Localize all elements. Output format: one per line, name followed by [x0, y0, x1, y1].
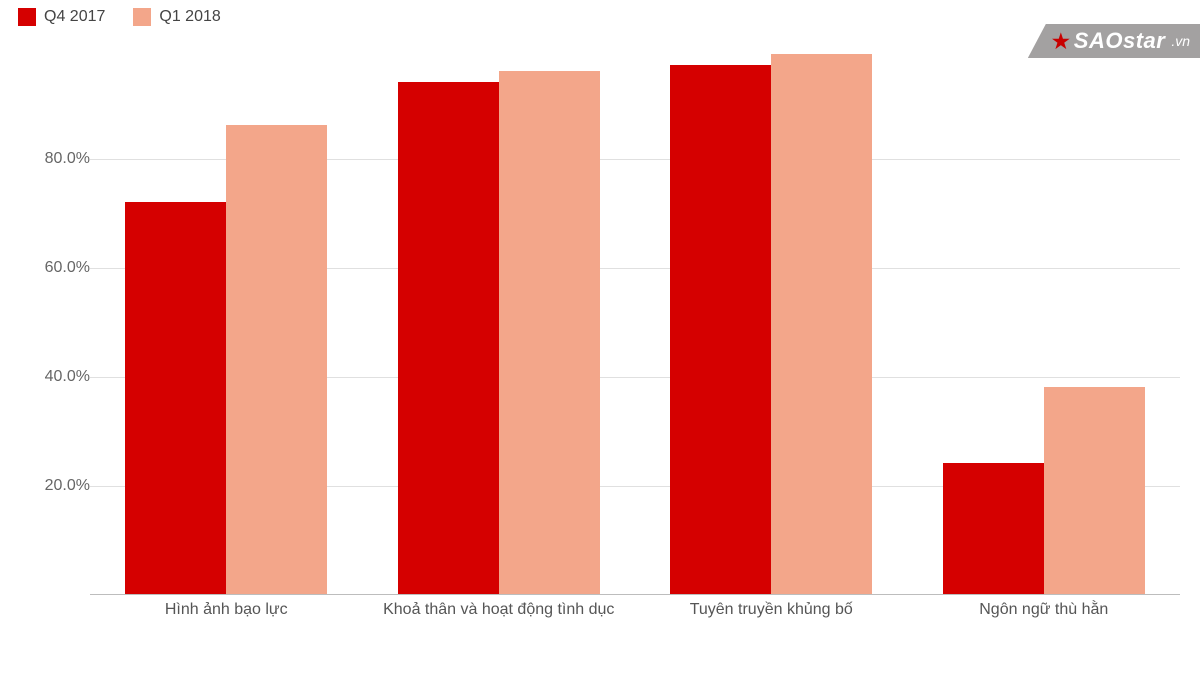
plot-area — [90, 50, 1180, 595]
legend: Q4 2017 Q1 2018 — [18, 8, 221, 26]
legend-label-0: Q4 2017 — [44, 8, 105, 26]
legend-swatch-1 — [133, 8, 151, 26]
x-axis-labels: Hình ảnh bạo lựcKhoả thân và hoạt động t… — [90, 600, 1180, 621]
bar — [943, 463, 1044, 594]
legend-item-1: Q1 2018 — [133, 8, 220, 26]
legend-item-0: Q4 2017 — [18, 8, 105, 26]
bar — [670, 65, 771, 594]
chart-container: Q4 2017 Q1 2018 ★ SAOstar .vn 20.0%40.0%… — [0, 0, 1200, 673]
bar — [398, 82, 499, 594]
watermark-suffix: .vn — [1171, 33, 1190, 49]
y-tick-label: 20.0% — [10, 477, 90, 495]
legend-label-1: Q1 2018 — [159, 8, 220, 26]
bar — [226, 125, 327, 594]
bar — [125, 202, 226, 594]
y-tick-label: 60.0% — [10, 259, 90, 277]
x-tick-label: Khoả thân và hoạt động tình dục — [363, 600, 636, 621]
x-tick-label: Tuyên truyền khủng bố — [635, 600, 908, 621]
y-tick-label: 80.0% — [10, 150, 90, 168]
legend-swatch-0 — [18, 8, 36, 26]
bar — [1044, 387, 1145, 594]
bar — [499, 71, 600, 594]
bar — [771, 54, 872, 594]
x-tick-label: Ngôn ngữ thù hằn — [908, 600, 1181, 621]
x-tick-label: Hình ảnh bạo lực — [90, 600, 363, 621]
y-tick-label: 40.0% — [10, 368, 90, 386]
